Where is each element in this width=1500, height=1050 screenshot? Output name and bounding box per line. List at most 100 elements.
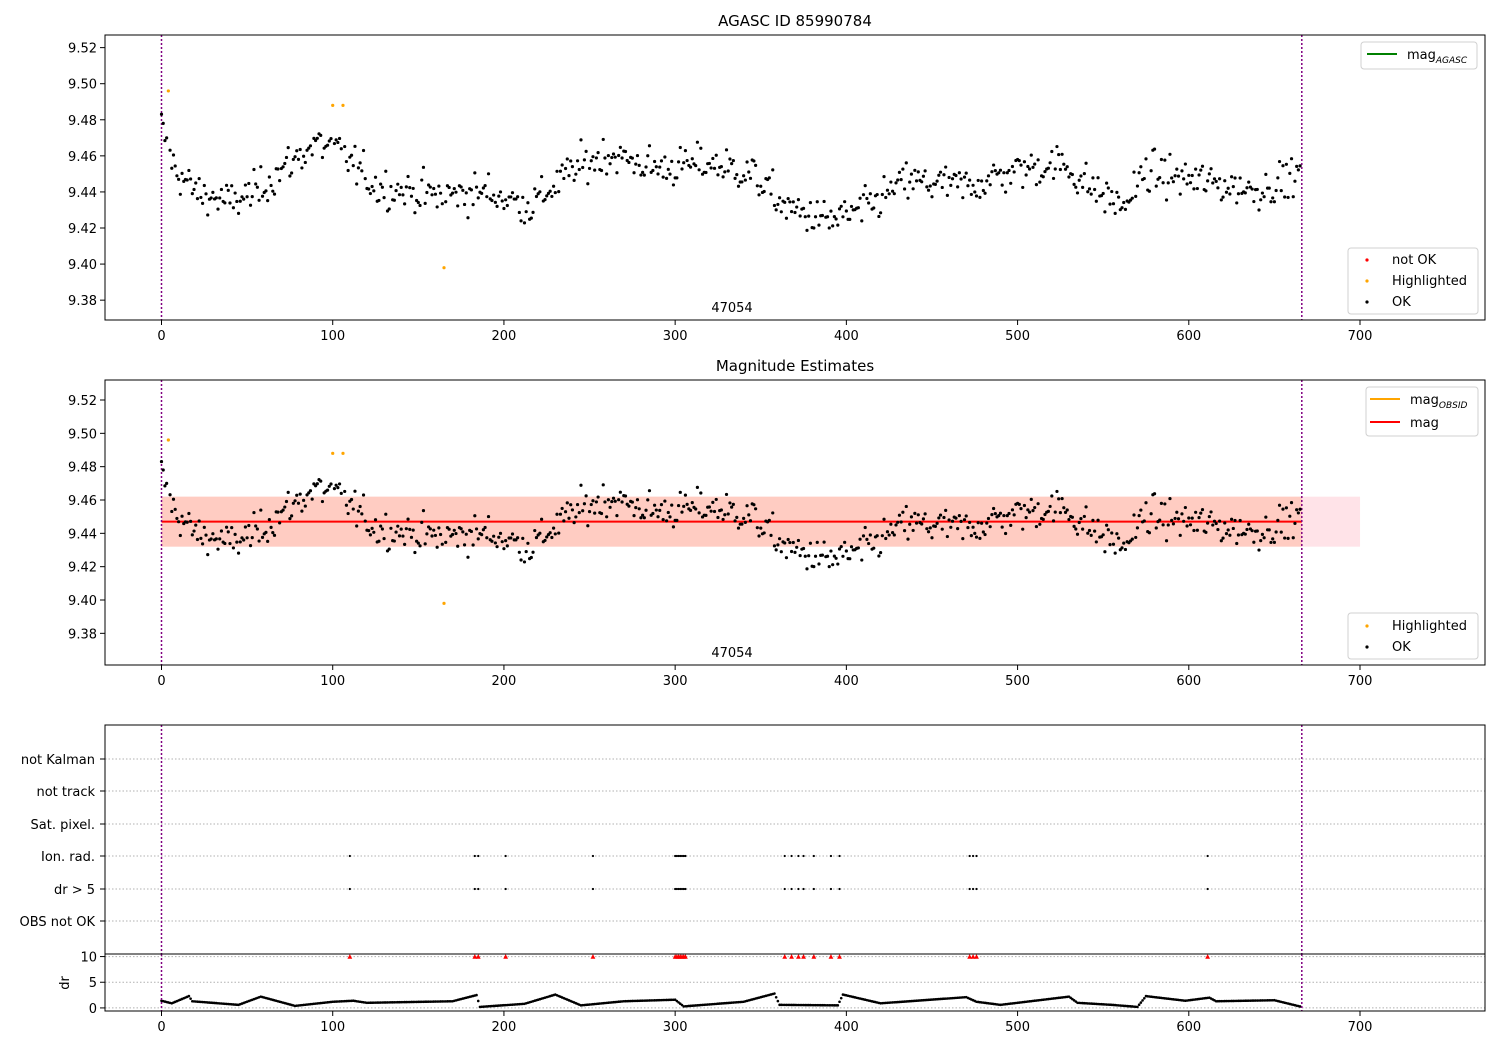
- ok-point: [302, 498, 306, 502]
- ok-point: [1276, 176, 1280, 180]
- ok-point: [661, 175, 665, 179]
- ok-point: [789, 549, 794, 554]
- ok-point: [533, 528, 537, 533]
- ok-point: [226, 530, 230, 534]
- ok-point: [894, 181, 898, 185]
- ok-point: [389, 526, 393, 530]
- ok-point: [1296, 511, 1300, 515]
- ok-point: [1038, 180, 1042, 184]
- panel1-frame: [104, 34, 1486, 321]
- ok-point: [480, 191, 484, 195]
- ok-point: [462, 543, 467, 547]
- ok-point: [990, 513, 994, 517]
- panel2-frame: [104, 379, 1486, 666]
- flag-category-label: OBS not OK: [20, 915, 96, 930]
- x-tick-label: 300: [663, 674, 688, 689]
- ok-point: [260, 535, 265, 539]
- ok-point: [1224, 532, 1229, 536]
- ok-point: [1216, 527, 1220, 532]
- flag-point: [797, 854, 800, 858]
- ok-point: [1103, 210, 1107, 214]
- ok-point: [418, 544, 422, 548]
- ok-point: [401, 534, 405, 538]
- ok-point: [959, 519, 963, 523]
- ok-point: [983, 532, 987, 537]
- ok-point: [707, 505, 711, 509]
- ok-point: [343, 489, 347, 494]
- ok-point: [798, 214, 802, 218]
- ok-point: [214, 196, 218, 200]
- ok-point: [974, 535, 979, 539]
- ok-point: [671, 525, 676, 529]
- y-tick-label: 9.38: [68, 627, 97, 642]
- ok-point: [836, 562, 840, 566]
- ok-point: [168, 148, 172, 152]
- ok-point: [848, 217, 852, 221]
- ok-point: [716, 173, 720, 177]
- ok-point: [500, 540, 504, 544]
- ok-point: [408, 527, 412, 531]
- ok-point: [298, 147, 302, 152]
- ok-point: [1108, 202, 1112, 206]
- ok-point: [1058, 511, 1062, 515]
- ok-point: [581, 165, 585, 170]
- y-tick-label: 9.52: [68, 394, 97, 409]
- x-tick-label: 600: [1176, 329, 1201, 344]
- ok-point: [344, 159, 349, 164]
- ok-point: [582, 502, 587, 506]
- ok-point: [1277, 503, 1282, 507]
- ok-point: [618, 490, 622, 494]
- ok-point: [791, 200, 795, 204]
- ok-point: [565, 501, 569, 505]
- dr-point: [836, 1004, 840, 1007]
- dr-flag-marker: [796, 954, 801, 959]
- highlighted-point: [331, 103, 335, 107]
- ok-point: [450, 191, 455, 195]
- ok-point: [368, 533, 372, 537]
- ok-point: [812, 226, 816, 230]
- ok-point: [570, 165, 575, 169]
- ok-point: [534, 194, 539, 199]
- ok-point: [577, 511, 581, 515]
- ok-point: [373, 175, 378, 179]
- ok-point: [200, 201, 205, 205]
- ok-point: [1048, 161, 1052, 165]
- ok-point: [694, 163, 698, 168]
- ok-point: [1149, 169, 1153, 173]
- ok-point: [1137, 513, 1141, 518]
- ok-point: [308, 489, 313, 493]
- x-tick-label: 300: [663, 1020, 688, 1035]
- ok-point: [367, 187, 371, 191]
- ok-point: [1027, 167, 1032, 171]
- ok-point: [170, 509, 174, 514]
- ok-point: [519, 558, 523, 562]
- ok-point: [1130, 537, 1134, 541]
- ok-point: [973, 531, 977, 535]
- dr-flag-marker: [789, 954, 794, 959]
- ok-point: [1012, 170, 1016, 174]
- ok-point: [1139, 508, 1143, 512]
- y-tick-label: 9.48: [68, 461, 97, 476]
- ok-point: [608, 162, 612, 166]
- ok-point: [473, 514, 477, 518]
- flag-point: [797, 887, 800, 891]
- ok-point: [610, 499, 614, 504]
- ok-point: [944, 508, 948, 512]
- ok-point: [1187, 516, 1191, 520]
- ok-point: [950, 519, 955, 523]
- ok-point: [841, 215, 845, 219]
- ok-point: [575, 159, 580, 163]
- ok-point: [235, 199, 239, 204]
- ok-point: [462, 202, 467, 207]
- ok-point: [418, 203, 422, 208]
- ok-point: [731, 158, 735, 163]
- ok-point: [820, 213, 824, 218]
- ok-point: [492, 193, 496, 197]
- highlighted-point: [166, 438, 170, 442]
- ok-point: [683, 493, 688, 497]
- ok-point: [454, 531, 458, 536]
- ok-point: [949, 183, 953, 187]
- ok-point: [1002, 513, 1006, 518]
- ok-point: [569, 503, 573, 507]
- ok-point: [1053, 167, 1057, 171]
